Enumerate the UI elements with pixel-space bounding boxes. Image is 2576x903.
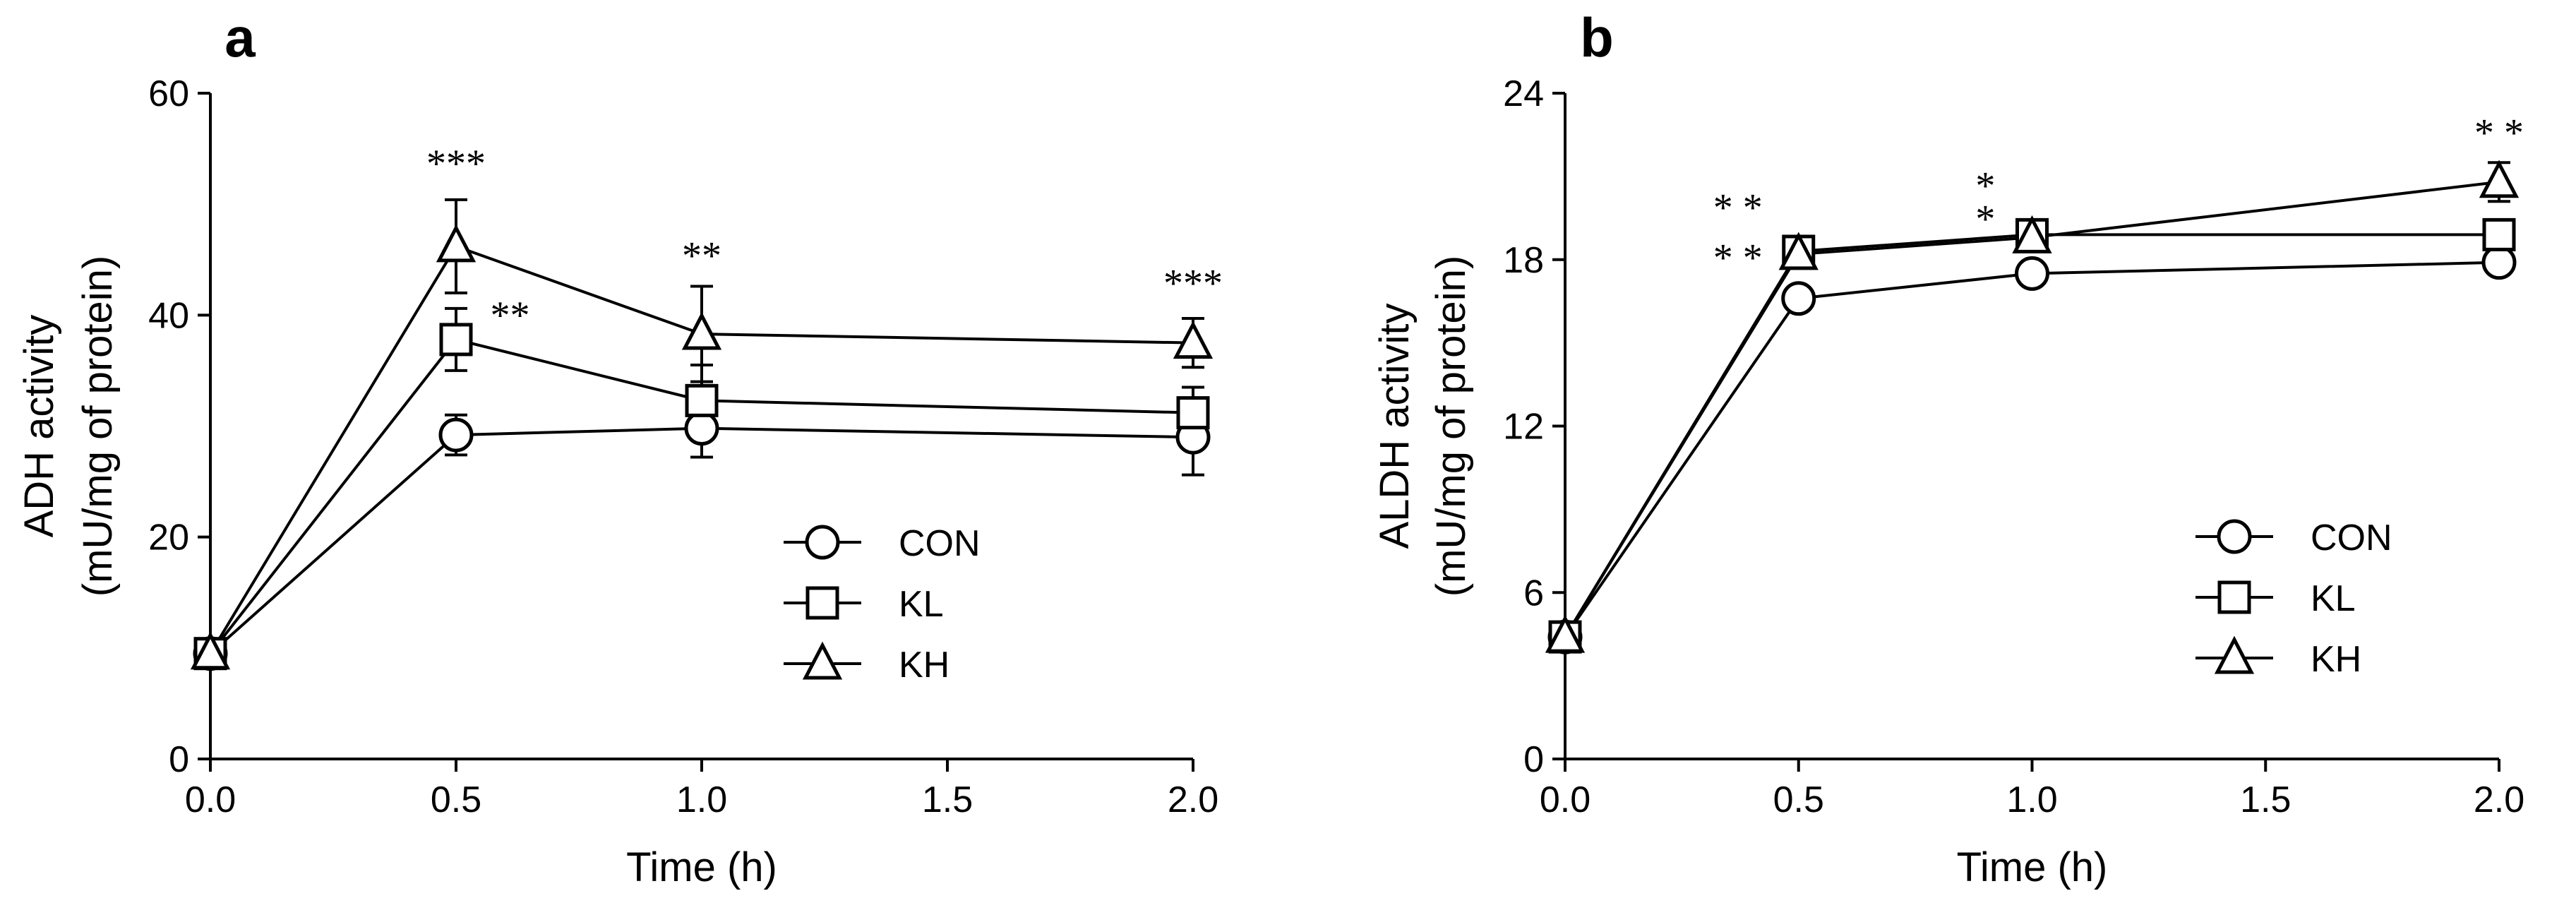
panel-b-x-tick-label: 1.0 — [2006, 779, 2057, 820]
panel-b-point-kl — [2482, 217, 2516, 251]
panel-b-letter: b — [1580, 6, 1614, 68]
panel-b-point-con — [2481, 245, 2517, 280]
panel-a-y-axis-title: ADH activity — [16, 315, 62, 538]
panel-b-x-tick-label: 2.0 — [2474, 779, 2524, 820]
panel-b-y-tick-label: 24 — [1503, 73, 1544, 114]
panel-b-series-kh-line — [1564, 180, 2500, 638]
panel-a-point-kl — [439, 323, 473, 357]
panel-a-significance-mark: ** — [682, 234, 721, 277]
panel-b-y-tick-label: 6 — [1523, 573, 1544, 614]
panel-a-x-axis-title: Time (h) — [626, 844, 777, 890]
panel-b-significance-mark: * * — [1713, 186, 1763, 230]
panel-a-legend-marker-kl — [805, 586, 839, 620]
panel-a-point-kl — [685, 383, 719, 417]
panel-b-point-kh — [1778, 232, 1819, 270]
panel-a-y-tick-label: 20 — [148, 518, 189, 558]
panel-b-aldh-chart: b 0 6 12 18 24 0.0 0.5 1.0 1.5 2.0 Time (h) ALDH act… — [1372, 6, 2524, 890]
panel-a-legend-label-kh: KH — [899, 645, 949, 686]
panel-a-point-kh — [190, 631, 231, 670]
panel-a-adh-chart: a 0 20 40 60 0.0 0.5 1.0 1.5 2.0 Time (h) ADH activ… — [16, 6, 1223, 890]
panel-b-point-kh — [2479, 160, 2520, 198]
panel-b-y-tick-label: 18 — [1503, 240, 1544, 281]
panel-a-point-con — [438, 417, 474, 453]
panel-a-significance-mark: *** — [426, 142, 486, 186]
panel-b-legend-label-kl: KL — [2311, 578, 2356, 619]
panel-b-significance-mark: * — [1975, 164, 1995, 208]
panel-a-legend-label-kl: KL — [899, 584, 944, 625]
panel-b-point-kh — [2012, 215, 2052, 253]
panel-a-point-kh — [1173, 321, 1214, 359]
panel-b-point-kh — [1545, 614, 1586, 653]
panel-b-x-tick-label: 0.0 — [1540, 779, 1590, 820]
panel-a-point-kl — [1176, 396, 1210, 430]
panel-b-legend-label-con: CON — [2311, 518, 2392, 558]
panel-b-x-tick-label: 1.5 — [2240, 779, 2291, 820]
panel-a-x-tick-label: 1.0 — [676, 779, 727, 820]
panel-b-legend-label-kh: KH — [2311, 639, 2361, 680]
panel-b-significance-mark: * * — [2474, 112, 2524, 155]
panel-a-series-kh-line — [209, 244, 1194, 654]
panel-a-y-axis-units: (mU/mg of protein) — [75, 256, 121, 597]
panel-a-y-tick-label: 0 — [169, 739, 189, 780]
panel-a-point-con — [684, 411, 719, 446]
panel-b-point-con — [1781, 281, 1816, 316]
panel-b-legend-marker-kl — [2217, 580, 2251, 614]
panel-a-x-tick-label: 2.0 — [1168, 779, 1218, 820]
panel-b-y-tick-label: 12 — [1503, 407, 1544, 448]
panel-b-x-tick-label: 0.5 — [1773, 779, 1824, 820]
panel-a-series-con-line — [209, 426, 1194, 655]
panel-a-legend-marker-con — [805, 525, 840, 560]
panel-a-point-kh — [681, 311, 722, 350]
panel-b-y-axis-title: ALDH activity — [1372, 303, 1418, 549]
panel-b-significance-mark: * * — [1713, 236, 1763, 280]
panel-a-significance-mark: *** — [1163, 262, 1223, 306]
panel-a-significance-mark: ** — [491, 294, 530, 337]
panel-a-letter: a — [224, 6, 256, 68]
panel-a-x-tick-label: 0.5 — [431, 779, 481, 820]
panel-b-point-con — [2015, 256, 2049, 291]
panel-a-legend-marker-kh — [802, 641, 843, 680]
panel-a-legend-label-con: CON — [899, 523, 981, 564]
panel-a-point-kh — [436, 224, 477, 263]
panel-b-series-con-line — [1564, 261, 2500, 638]
panel-b-y-tick-label: 0 — [1523, 739, 1544, 780]
panel-a-x-tick-label: 1.5 — [922, 779, 973, 820]
panel-b-y-axis-units: (mU/mg of protein) — [1428, 256, 1474, 597]
panel-a-x-tick-label: 0.0 — [185, 779, 236, 820]
panel-a-y-tick-label: 60 — [148, 73, 189, 114]
panel-b-legend-marker-con — [2217, 519, 2252, 554]
panel-b-significance-mark: * — [1975, 197, 1995, 241]
panel-b-x-axis-title: Time (h) — [1957, 844, 2108, 890]
panel-b-legend-marker-kh — [2214, 635, 2255, 674]
panel-a-series-kl-line — [209, 337, 1194, 654]
panel-a-y-tick-label: 40 — [148, 295, 189, 336]
